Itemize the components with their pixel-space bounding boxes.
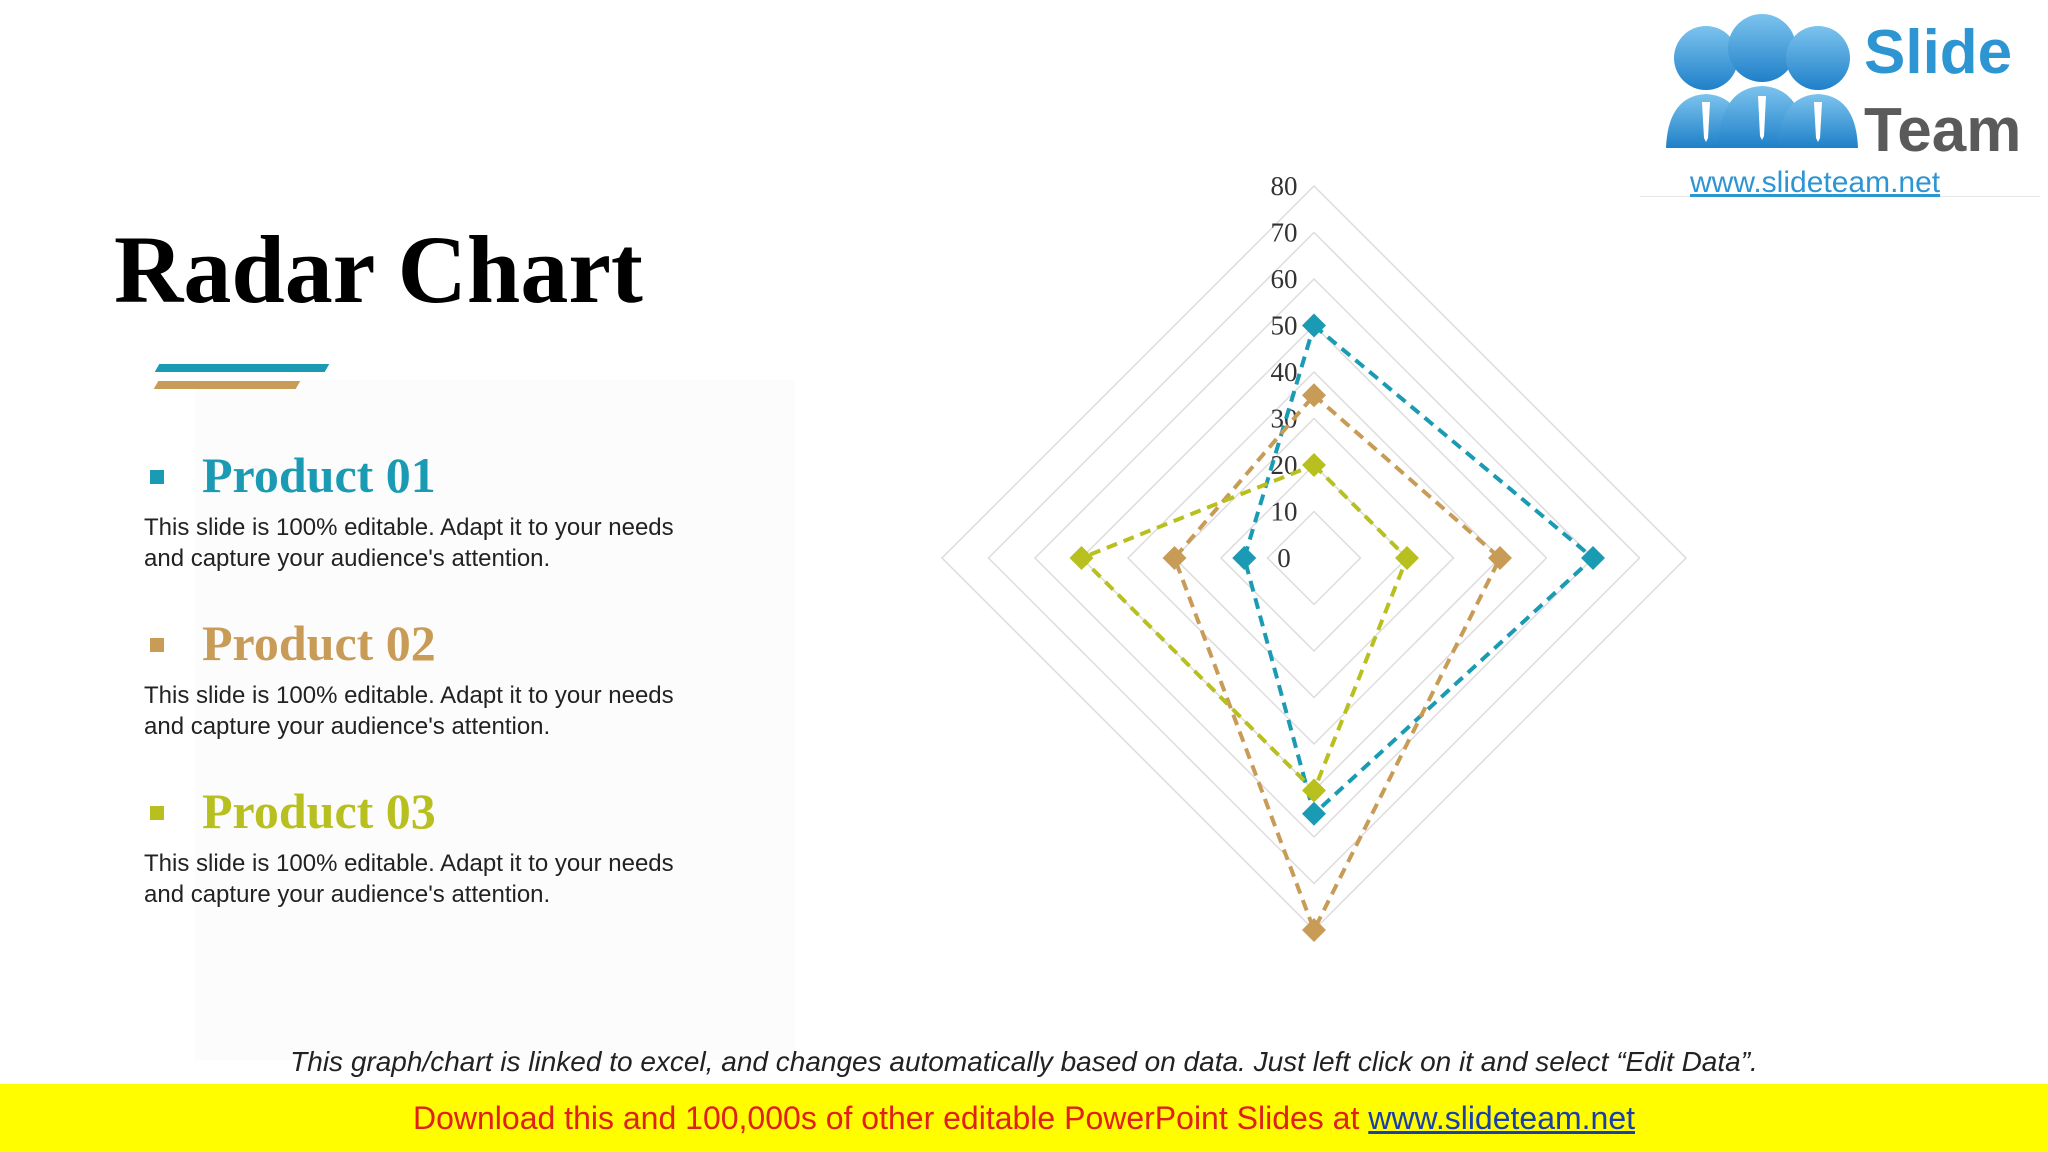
radar-tick-label: 50 [1271, 311, 1298, 341]
logo-url-link[interactable]: www.slideteam.net [1690, 166, 1941, 199]
radar-data-point [1302, 778, 1326, 803]
product-name: Product 03 [202, 783, 436, 839]
radar-grid-ring [987, 231, 1641, 885]
radar-series-line [1242, 322, 1597, 818]
footnote: This graph/chart is linked to excel, and… [290, 1046, 1758, 1077]
banner-message: Download this and 100,000s of other edit… [412, 1100, 1369, 1136]
logo-word-slide: Slide [1864, 18, 2013, 87]
square-bullet-icon [150, 470, 164, 484]
radar-tick-label: 80 [1271, 171, 1298, 201]
radar-tick-label: 40 [1271, 357, 1298, 387]
radar-data-point [1488, 546, 1512, 570]
radar-grid-ring [1173, 417, 1455, 699]
content-panel-background [195, 380, 795, 1060]
product-name: Product 02 [202, 615, 436, 671]
radar-data-point [1232, 546, 1257, 570]
product-description: This slide is 100% editable. Adapt it to… [144, 512, 844, 574]
radar-grid-ring [1266, 510, 1362, 606]
slide-title: Radar Chart [114, 216, 643, 323]
product-description: This slide is 100% editable. Adapt it to… [144, 680, 844, 742]
radar-tick-label: 10 [1271, 497, 1298, 527]
radar-data-point [1302, 801, 1326, 826]
radar-data-point [1302, 453, 1326, 477]
radar-grid-ring [1033, 277, 1595, 839]
slideteam-logo: Slide Team www.slideteam.net [1640, 0, 2040, 199]
banner-link[interactable]: www.slideteam.net [1368, 1100, 1636, 1136]
square-bullet-icon [150, 806, 164, 820]
product-description-line: This slide is 100% editable. Adapt it to… [144, 850, 674, 877]
product-description-line: and capture your audience's attention. [144, 545, 551, 572]
radar-data-point [1581, 546, 1605, 570]
radar-data-point [1069, 546, 1094, 570]
radar-grid-ring [1126, 370, 1502, 746]
banner-text: Download this and 100,000s of other edit… [413, 1100, 1635, 1136]
product-description-line: and capture your audience's attention. [144, 713, 551, 740]
radar-tick-label: 60 [1271, 264, 1298, 294]
people-logo-icon [1666, 14, 1858, 148]
radar-tick-label: 70 [1271, 218, 1298, 248]
product-description-line: This slide is 100% editable. Adapt it to… [144, 514, 674, 541]
radar-tick-label: 20 [1271, 450, 1298, 480]
product-description-line: and capture your audience's attention. [144, 881, 551, 908]
radar-data-point [1395, 546, 1419, 570]
radar-series-line [1172, 392, 1503, 935]
radar-grid-ring [1219, 463, 1409, 653]
logo-word-team: Team [1864, 96, 2022, 165]
product-description: This slide is 100% editable. Adapt it to… [144, 848, 844, 910]
radar-data-point [1302, 918, 1326, 942]
radar-tick-label: 0 [1277, 543, 1291, 573]
radar-data-point [1302, 313, 1326, 338]
square-bullet-icon [150, 638, 164, 652]
radar-data-point [1302, 383, 1326, 408]
download-banner: Download this and 100,000s of other edit… [0, 1084, 2048, 1152]
product-name: Product 01 [202, 447, 436, 503]
radar-data-point [1162, 546, 1187, 570]
product-description-line: This slide is 100% editable. Adapt it to… [144, 682, 674, 709]
